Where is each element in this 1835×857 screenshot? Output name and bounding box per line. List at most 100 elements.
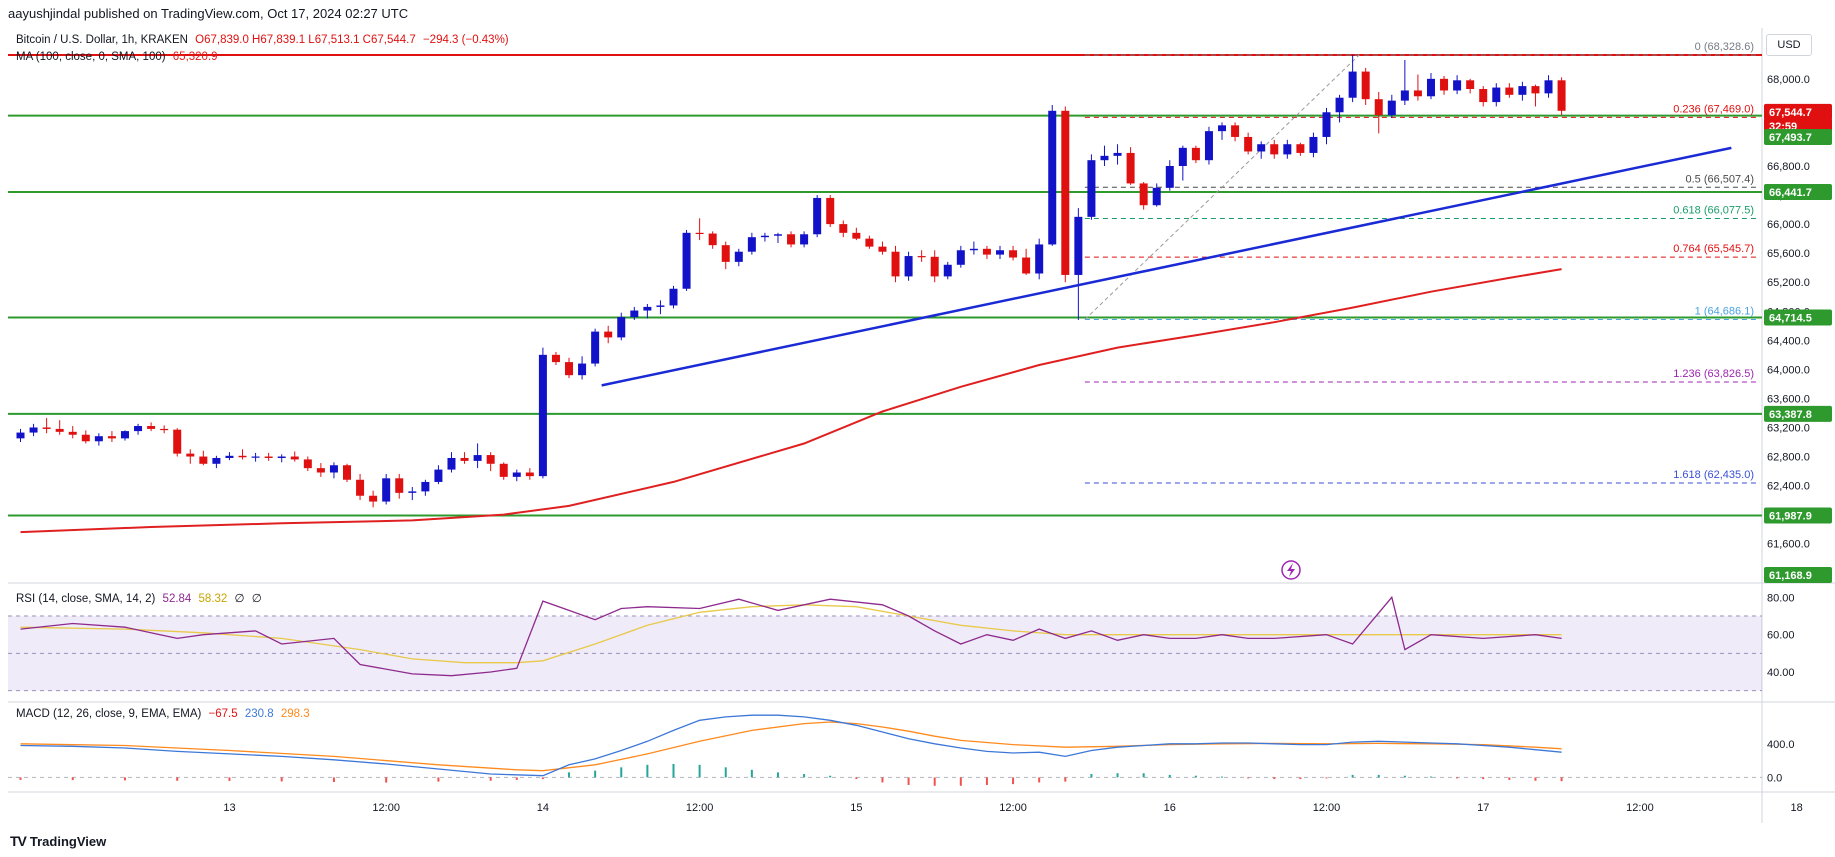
candle-body xyxy=(238,455,247,458)
candle-body xyxy=(943,264,952,277)
price-label-box xyxy=(1764,507,1832,524)
price-tick-label: 62,400.0 xyxy=(1767,481,1810,493)
price-labels: 67,544.732:5967,493.766,441.764,714.563,… xyxy=(1764,103,1832,583)
candle-body xyxy=(120,431,129,439)
time-tick-label: 18 xyxy=(1791,802,1803,814)
candle-body xyxy=(94,436,103,442)
candle-body xyxy=(316,468,325,473)
rsi-tick-label: 80.00 xyxy=(1767,592,1795,604)
candle-body xyxy=(369,495,378,502)
macd-histogram-bar xyxy=(959,777,962,786)
candle-body xyxy=(643,306,652,311)
candle-body xyxy=(591,331,600,364)
candle-body xyxy=(1413,90,1422,97)
candle-body xyxy=(1505,87,1514,95)
candle-body xyxy=(1244,136,1253,152)
price-tick-label: 64,000.0 xyxy=(1767,364,1810,376)
tradingview-logo-icon: TV xyxy=(10,833,27,849)
candle-body xyxy=(656,305,665,307)
candle-body xyxy=(212,457,221,464)
price-label-box xyxy=(1764,566,1832,583)
candle-body xyxy=(81,434,90,442)
candle-body xyxy=(1348,71,1357,98)
fib-retracement[interactable]: 0 (68,328.6) 0.236 (67,469.0) 0.5 (66,507.… xyxy=(1084,41,1760,484)
macd-legend[interactable]: MACD (12, 26, close, 9, EMA, EMA) −67.5 … xyxy=(16,708,314,720)
candle-body xyxy=(578,363,587,376)
macd-histogram-bar xyxy=(1194,775,1197,778)
candle-body xyxy=(839,224,848,233)
candle-body xyxy=(1531,86,1540,94)
candle-body xyxy=(1544,80,1553,94)
price-label-text: 66,441.7 xyxy=(1769,187,1812,199)
candle-body xyxy=(1387,100,1396,116)
trendline[interactable] xyxy=(601,146,1732,387)
time-axis[interactable]: 1312:001412:001512:001612:001712:001812:… xyxy=(223,802,1835,814)
rsi-na-2: ∅ xyxy=(251,593,262,605)
publisher-line: aayushjindal published on TradingView.co… xyxy=(8,6,409,21)
macd-histogram-bar xyxy=(280,777,283,782)
candle-body xyxy=(1453,80,1462,91)
rsi-legend[interactable]: RSI (14, close, SMA, 14, 2) 52.84 58.32 … xyxy=(16,591,266,605)
tradingview-brand[interactable]: TV TradingView xyxy=(10,833,106,849)
candlesticks xyxy=(16,54,1566,508)
time-tick-label: 12:00 xyxy=(1626,802,1654,814)
macd-histogram-bar xyxy=(1142,773,1145,778)
macd-histogram-bar xyxy=(176,777,179,781)
macd-histogram-bar xyxy=(1560,777,1563,782)
candle-body xyxy=(1231,125,1240,137)
candle-body xyxy=(538,354,547,477)
candle-body xyxy=(760,235,769,238)
fib-level-label: 0 (68,328.6) xyxy=(1695,41,1754,53)
price-tick-label: 64,400.0 xyxy=(1767,335,1810,347)
candle-body xyxy=(1426,78,1435,97)
ma-legend[interactable]: MA (100, close, 0, SMA, 100) 65,320.9 xyxy=(16,51,222,63)
candle-body xyxy=(969,248,978,251)
moving-average xyxy=(20,268,1562,534)
symbol-legend[interactable]: Bitcoin / U.S. Dollar, 1h, KRAKEN O67,83… xyxy=(16,34,513,46)
candle-body xyxy=(1204,131,1213,161)
macd-histogram-bar xyxy=(1012,777,1015,785)
macd-histogram-bar xyxy=(803,774,806,778)
currency-button[interactable]: USD xyxy=(1766,34,1812,56)
candle-body xyxy=(1100,155,1109,161)
macd-histogram-bar xyxy=(1247,777,1250,779)
macd-histogram-bar xyxy=(985,777,988,785)
macd-histogram-bar xyxy=(672,763,675,778)
price-label-box xyxy=(1764,128,1832,145)
candle-body xyxy=(173,429,182,454)
candle-body xyxy=(395,478,404,493)
candle-body xyxy=(277,456,286,458)
time-tick-label: 12:00 xyxy=(686,802,714,814)
rsi-value: 52.84 xyxy=(162,593,192,605)
macd-histogram-bar xyxy=(646,764,649,778)
rsi-tick-label: 60.00 xyxy=(1767,630,1795,642)
ohlc-values: O67,839.0 H67,839.1 L67,513.1 C67,544.7 xyxy=(195,34,416,46)
candle-body xyxy=(904,256,913,277)
macd-histogram-bar xyxy=(724,767,727,778)
lightning-icon[interactable] xyxy=(1281,560,1301,580)
candle-body xyxy=(1061,110,1070,275)
macd-line xyxy=(20,714,1562,777)
candle-body xyxy=(1374,99,1383,116)
candle-body xyxy=(1322,112,1331,137)
time-tick-label: 14 xyxy=(537,802,549,814)
price-tick-label: 66,800.0 xyxy=(1767,161,1810,173)
candle-body xyxy=(852,232,861,239)
macd-histogram-bar xyxy=(1116,773,1119,778)
macd-value: 230.8 xyxy=(244,708,274,720)
horizontal-levels[interactable] xyxy=(8,53,1762,517)
candle-body xyxy=(16,432,25,439)
candle-body xyxy=(1139,183,1148,206)
time-tick-label: 12:00 xyxy=(1313,802,1341,814)
candle-body xyxy=(147,426,156,429)
candle-body xyxy=(1557,80,1566,111)
candle-body xyxy=(1309,136,1318,153)
macd-histogram-bar xyxy=(1508,777,1511,780)
fib-level-label: 0.618 (66,077.5) xyxy=(1673,204,1754,216)
candle-body xyxy=(134,426,143,432)
rsi-pane xyxy=(8,595,1762,692)
candle-body xyxy=(630,310,639,318)
price-tick-label: 63,600.0 xyxy=(1767,393,1810,405)
candle-body xyxy=(434,469,443,482)
